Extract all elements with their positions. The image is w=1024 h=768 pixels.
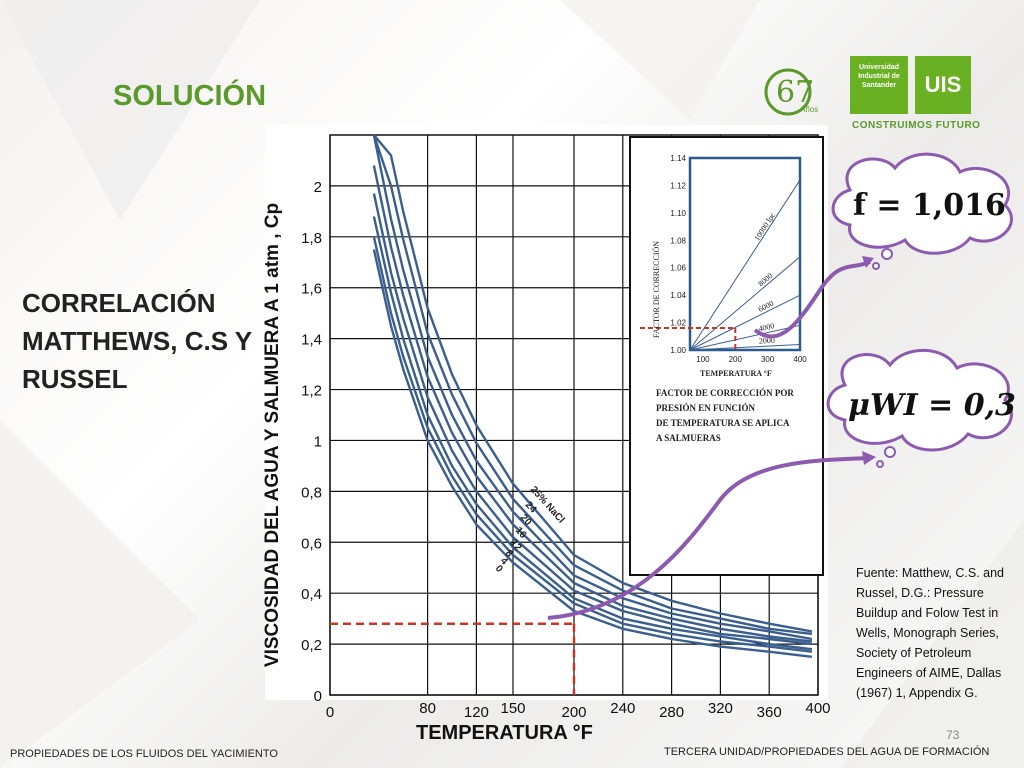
y-tick-label: 0 (314, 688, 322, 705)
inset-y-tick-label: 1.02 (670, 319, 686, 328)
university-tagline: CONSTRUIMOS FUTURO (852, 120, 981, 131)
curve-series (372, 236, 813, 653)
inset-annotation (640, 327, 737, 350)
inset-series-line (689, 294, 801, 351)
inset-y-tick-label: 1.12 (670, 181, 686, 190)
curve-series (372, 216, 813, 651)
inset-ticks: 1.00 1.02 1.04 1.06 1.08 1.10 1.12 1.14 100 200 30… (670, 154, 807, 364)
cloud-mu (826, 348, 1013, 468)
curve-series (372, 134, 813, 636)
footer-right: TERCERA UNIDAD/PROPIEDADES DEL AGUA DE F… (664, 746, 990, 758)
page-number: 73 (946, 728, 960, 742)
inset-title-line-4: A SALMUERAS (656, 433, 721, 443)
main-ticks: 00,20,40,60,811,21,41,61,820 80 120 150 200 2… (301, 179, 830, 721)
inset-title-line-1: FACTOR DE CORRECCIÓN POR (656, 388, 794, 398)
inset-x-tick-label: 200 (729, 355, 743, 364)
y-tick-label: 1 (314, 433, 322, 450)
cloud-f (831, 152, 1013, 270)
x-tick-label: 80 (419, 700, 436, 717)
inset-x-tick-label: 100 (696, 355, 710, 364)
curve-series (372, 134, 813, 633)
y-tick-label: 1,4 (301, 332, 322, 349)
inset-y-tick-label: 1.10 (670, 209, 686, 218)
inset-y-tick-label: 1.06 (670, 264, 686, 273)
arrow-to-f (753, 260, 871, 339)
x-tick-label: 150 (500, 700, 525, 717)
y-tick-label: 0,6 (301, 535, 322, 552)
anniversary-sub: Años (800, 105, 818, 114)
y-tick-label: 2 (314, 179, 322, 196)
y-tick-label: 0,8 (301, 484, 322, 501)
main-xlabel: TEMPERATURA °F (416, 722, 593, 744)
x-tick-label: 360 (757, 704, 782, 721)
x-tick-label: 240 (610, 700, 635, 717)
y-tick-label: 0,4 (301, 586, 322, 603)
inset-series-line (689, 256, 801, 351)
x-tick-label: 120 (464, 704, 489, 721)
anniversary-logo: 67 Años (764, 68, 818, 116)
inset-title-line-3: DE TEMPERATURA SE APLICA (656, 418, 790, 428)
inset-y-tick-label: 1.00 (670, 346, 686, 355)
x-tick-label: 200 (561, 704, 586, 721)
curve-label: 8 (503, 548, 515, 560)
x-tick-label: 280 (659, 704, 684, 721)
slide-title: SOLUCIÓN (113, 80, 267, 112)
curve-series (372, 165, 813, 643)
inset-y-tick-label: 1.04 (670, 291, 686, 300)
y-tick-label: 0,2 (301, 637, 322, 654)
arrow-to-mu (547, 456, 871, 620)
anniversary-number: 67 (776, 75, 814, 110)
y-tick-label: 1,8 (301, 230, 322, 247)
inset-x-tick-label: 400 (793, 355, 807, 364)
arrow-head-mu (862, 451, 876, 465)
inset-series-line (689, 179, 801, 351)
inset-x-tick-label: 300 (761, 355, 775, 364)
arrow-head-f (862, 256, 874, 268)
footer-left: PROPIEDADES DE LOS FLUIDOS DEL YACIMIENT… (10, 748, 278, 760)
university-logo: Universidad Industrial de Santander (850, 56, 908, 114)
curve-series (372, 193, 813, 646)
y-tick-label: 1,6 (301, 281, 322, 298)
curve-label: 0 (493, 563, 505, 575)
main-annotation (330, 622, 576, 695)
curve-label: 4 (498, 556, 510, 568)
side-title: CORRELACIÓN MATTHEWS, C.S Y RUSSEL (22, 288, 252, 394)
inset-series-line (689, 344, 801, 351)
inset-series-label: 2000 (759, 336, 775, 346)
inset-panel (629, 136, 824, 576)
inset-plot-frame (688, 156, 802, 352)
inset-title: FACTOR DE CORRECCIÓN POR PRESIÓN EN FUNC… (656, 388, 796, 443)
inset-series-line (689, 324, 801, 351)
inset-title-line-2: PRESIÓN EN FUNCIÓN (656, 403, 756, 413)
inset-ylabel: FACTOR DE CORRECCIÓN (651, 241, 661, 338)
inset-y-tick-label: 1.14 (670, 154, 686, 163)
formula-mu: μWI = 0,3 (848, 388, 1016, 423)
inset-series-label: 4000 (758, 321, 776, 333)
x-tick-label: 400 (805, 700, 830, 717)
y-tick-label: 1,2 (301, 383, 322, 400)
x-tick-label: 320 (708, 700, 733, 717)
curve-series (372, 134, 813, 641)
curve-series (372, 249, 813, 658)
inset-lines (689, 179, 801, 351)
source-citation: Fuente: Matthew, C.S. and Russel, D.G.: … (856, 566, 1004, 700)
uis-mark: UIS (915, 56, 971, 114)
main-curves (372, 134, 813, 658)
inset-xlabel: TEMPERATURA °F (700, 369, 772, 378)
inset-y-tick-label: 1.08 (670, 236, 686, 245)
x-tick-label: 0 (326, 704, 334, 721)
formula-f: f = 1,016 (853, 188, 1006, 223)
